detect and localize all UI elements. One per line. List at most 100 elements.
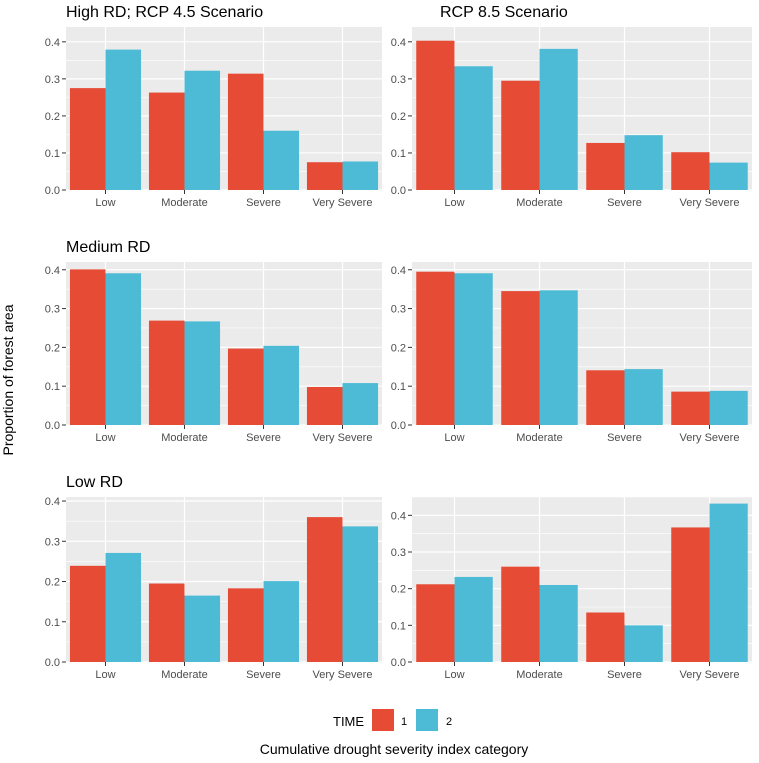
bar-severe-time-1 [586,142,625,190]
x-tick-label: Moderate [516,669,562,681]
bar-low-time-1 [69,88,106,190]
y-tick-label: 0.4 [391,510,406,522]
panel-title: High RD; RCP 4.5 Scenario [66,4,263,21]
bar-low-time-2 [454,273,493,425]
bar-severe-time-2 [263,581,300,662]
panels: 0.0 0.1 0.2 0.3 0.4 Low Moderate Severe Very Sev… [45,4,752,681]
y-tick-label: 0.1 [45,381,60,393]
x-tick-label: Moderate [161,197,207,209]
bar-moderate-time-2 [184,70,221,190]
y-tick-label: 0.2 [45,577,60,589]
x-axis-title: Cumulative drought severity index catego… [260,741,528,757]
bar-severe-time-2 [263,345,300,425]
x-tick-label: Moderate [516,197,562,209]
legend-label-time-2: 2 [446,716,452,728]
bar-severe-time-1 [227,348,264,425]
bar-very-severe-time-2 [342,526,379,662]
bar-moderate-time-2 [184,321,221,425]
panel-3: 0.0 0.1 0.2 0.3 0.4 Low Moderate Severe Very Sev… [45,239,382,444]
y-tick-label: 0.1 [391,148,406,160]
bar-severe-time-1 [586,612,625,662]
bar-low-time-2 [454,66,493,190]
x-tick-label: Severe [246,669,281,681]
bar-very-severe-time-2 [709,162,748,190]
y-tick-label: 0.3 [45,74,60,86]
bar-very-severe-time-1 [306,517,343,662]
y-tick-label: 0.0 [45,185,60,197]
y-tick-label: 0.1 [45,148,60,160]
bar-very-severe-time-2 [709,503,748,662]
x-tick-label: Very Severe [680,432,740,444]
bar-very-severe-time-2 [342,383,379,425]
bar-low-time-1 [416,271,455,425]
bar-severe-time-2 [624,369,663,425]
bar-low-time-1 [416,40,455,190]
bar-very-severe-time-1 [671,527,710,662]
bar-severe-time-1 [227,588,264,662]
y-tick-label: 0.0 [45,657,60,669]
y-tick-label: 0.1 [391,620,406,632]
y-tick-label: 0.3 [391,74,406,86]
bar-low-time-2 [105,273,142,425]
x-tick-label: Very Severe [313,197,373,209]
bar-low-time-1 [69,269,106,425]
y-tick-label: 0.4 [45,37,60,49]
bar-severe-time-1 [586,370,625,425]
bar-moderate-time-1 [501,80,540,190]
y-tick-label: 0.2 [45,342,60,354]
bar-very-severe-time-1 [671,152,710,190]
bar-moderate-time-2 [184,595,221,662]
panel-1: 0.0 0.1 0.2 0.3 0.4 Low Moderate Severe Very Sev… [45,4,382,209]
bar-moderate-time-1 [501,566,540,662]
x-tick-label: Severe [607,669,642,681]
legend-swatch-time-2 [416,709,438,731]
y-tick-label: 0.1 [391,381,406,393]
x-tick-label: Very Severe [680,669,740,681]
bar-low-time-2 [454,576,493,662]
legend-title: TIME [333,714,364,729]
bar-very-severe-time-2 [342,161,379,190]
x-tick-label: Severe [607,432,642,444]
bar-moderate-time-1 [148,92,185,190]
y-tick-label: 0.0 [45,420,60,432]
x-tick-label: Low [95,197,115,209]
x-tick-label: Low [95,669,115,681]
bar-very-severe-time-1 [306,386,343,425]
y-tick-label: 0.1 [45,617,60,629]
x-tick-label: Moderate [516,432,562,444]
x-tick-label: Low [444,197,464,209]
y-tick-label: 0.2 [391,342,406,354]
panel-2: 0.0 0.1 0.2 0.3 0.4 Low Moderate Severe Very Sev… [391,4,752,209]
legend-swatch-time-1 [372,709,394,731]
x-tick-label: Moderate [161,432,207,444]
y-tick-label: 0.3 [391,304,406,316]
y-tick-label: 0.0 [391,657,406,669]
y-tick-label: 0.2 [45,111,60,123]
bar-low-time-2 [105,49,142,190]
y-tick-label: 0.0 [391,420,406,432]
y-axis-title: Proportion of forest area [0,304,16,455]
bar-severe-time-1 [227,73,264,190]
x-tick-label: Low [444,432,464,444]
panel-4: 0.0 0.1 0.2 0.3 0.4 Low Moderate Severe Very Sev… [391,262,752,444]
bar-severe-time-2 [624,625,663,662]
y-tick-label: 0.0 [391,185,406,197]
y-tick-label: 0.4 [391,265,406,277]
bar-low-time-1 [416,584,455,662]
bar-very-severe-time-1 [671,391,710,425]
bar-moderate-time-2 [539,290,578,425]
y-tick-label: 0.2 [391,584,406,596]
x-tick-label: Very Severe [680,197,740,209]
bar-very-severe-time-1 [306,162,343,190]
y-tick-label: 0.4 [45,496,60,508]
bar-low-time-2 [105,552,142,662]
bar-severe-time-2 [624,135,663,190]
y-tick-label: 0.3 [45,536,60,548]
x-tick-label: Severe [246,197,281,209]
bar-very-severe-time-2 [709,390,748,425]
y-tick-label: 0.4 [391,37,406,49]
panel-5: 0.0 0.1 0.2 0.3 0.4 Low Moderate Severe Very Sev… [45,474,382,681]
panel-title: Medium RD [66,239,150,256]
x-tick-label: Low [444,669,464,681]
